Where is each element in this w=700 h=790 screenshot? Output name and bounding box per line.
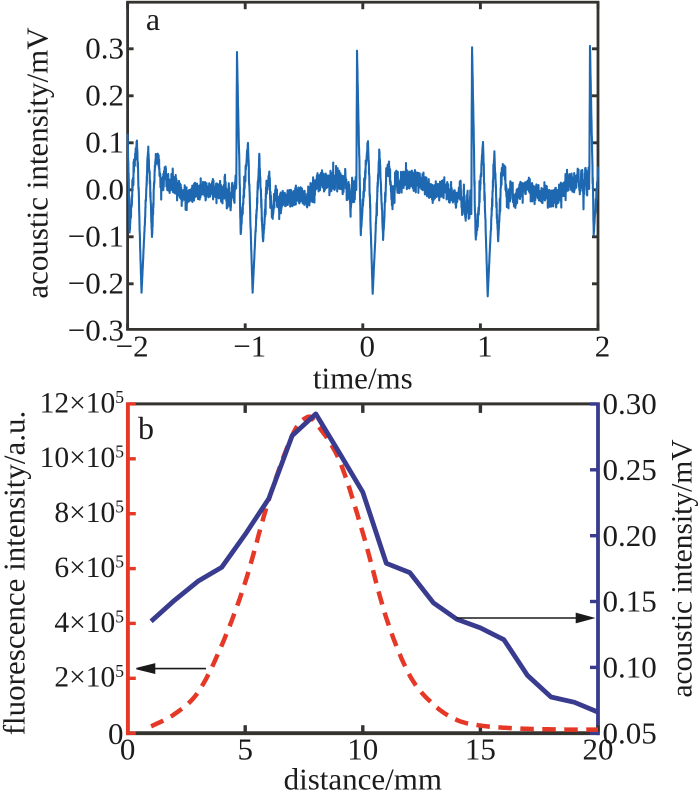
svg-text:fluorescence intensity/a.u.: fluorescence intensity/a.u. xyxy=(0,411,31,736)
svg-text:15: 15 xyxy=(465,732,496,767)
svg-text:b: b xyxy=(138,410,154,446)
svg-text:0.30: 0.30 xyxy=(603,386,657,421)
svg-text:−1: −1 xyxy=(233,329,266,364)
svg-text:2×105: 2×105 xyxy=(54,661,124,694)
svg-text:acoustic intensity/mV: acoustic intensity/mV xyxy=(20,27,55,299)
svg-text:0: 0 xyxy=(120,732,136,767)
svg-text:−0.3: −0.3 xyxy=(68,313,124,348)
svg-text:0: 0 xyxy=(108,716,124,751)
svg-text:a: a xyxy=(146,1,160,37)
svg-text:0.10: 0.10 xyxy=(603,650,657,685)
svg-text:6×105: 6×105 xyxy=(54,552,124,585)
svg-text:10: 10 xyxy=(347,732,378,767)
svg-text:12×105: 12×105 xyxy=(40,387,125,420)
svg-text:time/ms: time/ms xyxy=(313,361,413,396)
svg-text:8×105: 8×105 xyxy=(54,497,124,530)
svg-text:10×105: 10×105 xyxy=(40,442,125,475)
svg-text:0.25: 0.25 xyxy=(603,452,657,487)
svg-text:0.2: 0.2 xyxy=(85,78,124,113)
svg-text:0.05: 0.05 xyxy=(603,715,657,750)
svg-text:−2: −2 xyxy=(116,329,149,364)
svg-text:−0.2: −0.2 xyxy=(68,266,124,301)
svg-text:0.0: 0.0 xyxy=(85,172,124,207)
svg-text:0.20: 0.20 xyxy=(603,518,657,553)
svg-text:acoustic intensity/mV: acoustic intensity/mV xyxy=(667,439,699,697)
svg-text:2: 2 xyxy=(595,329,611,364)
svg-text:20: 20 xyxy=(583,732,614,767)
svg-text:5: 5 xyxy=(237,732,253,767)
svg-text:0.3: 0.3 xyxy=(85,31,124,66)
svg-text:−0.1: −0.1 xyxy=(68,219,124,254)
svg-text:0: 0 xyxy=(360,329,376,364)
svg-text:distance/mm: distance/mm xyxy=(284,762,442,790)
svg-text:1: 1 xyxy=(477,329,493,364)
svg-text:0.1: 0.1 xyxy=(85,125,124,160)
svg-text:0.15: 0.15 xyxy=(603,584,657,619)
svg-text:4×105: 4×105 xyxy=(54,606,124,639)
